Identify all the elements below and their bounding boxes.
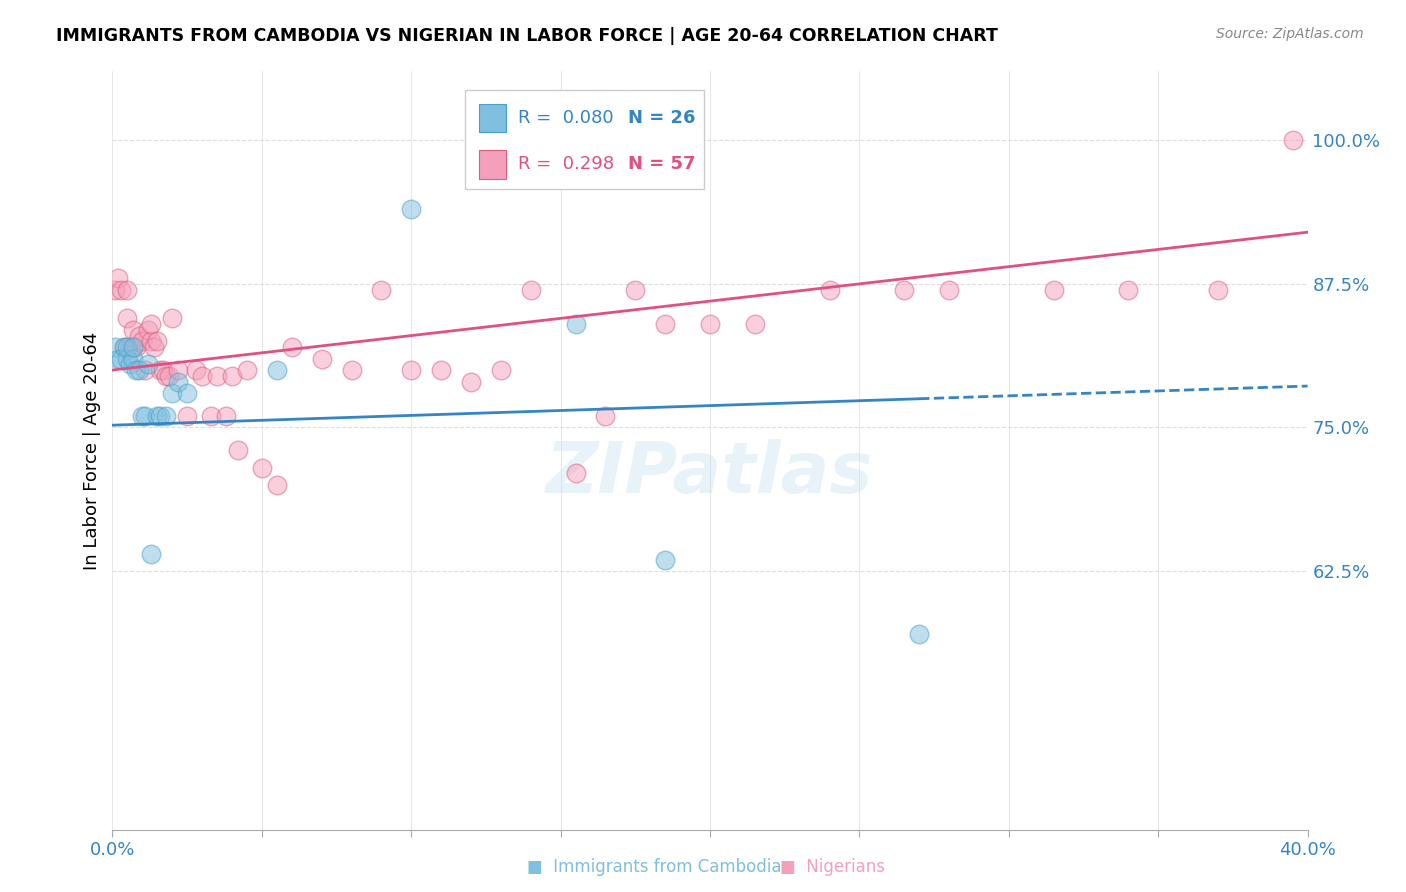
Point <box>221 368 243 383</box>
Point <box>157 368 180 383</box>
Point <box>176 409 198 423</box>
Bar <box>479 103 506 132</box>
Point <box>176 386 198 401</box>
Bar <box>479 150 506 178</box>
Point <box>401 363 423 377</box>
Point <box>266 363 288 377</box>
Point <box>818 283 841 297</box>
Point <box>893 283 915 297</box>
Point <box>128 363 150 377</box>
Text: R =  0.080: R = 0.080 <box>517 109 613 127</box>
Point <box>146 334 169 349</box>
Point <box>155 409 177 423</box>
Point <box>654 552 676 566</box>
Point <box>141 547 163 561</box>
Point <box>564 317 586 331</box>
Point <box>489 363 512 377</box>
Point <box>215 409 238 423</box>
Point <box>205 368 228 383</box>
Point <box>226 443 249 458</box>
Point <box>141 317 163 331</box>
Text: IMMIGRANTS FROM CAMBODIA VS NIGERIAN IN LABOR FORCE | AGE 20-64 CORRELATION CHAR: IMMIGRANTS FROM CAMBODIA VS NIGERIAN IN … <box>56 27 998 45</box>
Point <box>138 357 160 371</box>
Point <box>141 334 163 349</box>
Point <box>110 351 132 366</box>
Point <box>138 323 160 337</box>
Point <box>134 363 156 377</box>
Text: N = 57: N = 57 <box>627 155 695 173</box>
Point <box>149 363 172 377</box>
Point <box>134 409 156 423</box>
Point <box>311 351 333 366</box>
Point <box>520 283 543 297</box>
Point <box>191 368 214 383</box>
Point <box>167 363 190 377</box>
Point <box>250 460 273 475</box>
Point <box>128 328 150 343</box>
Point <box>110 283 132 297</box>
Point <box>125 340 148 354</box>
Point <box>401 202 423 217</box>
Text: ZIPatlas: ZIPatlas <box>547 439 873 508</box>
Point <box>155 368 177 383</box>
Point <box>131 409 153 423</box>
Point <box>114 340 135 354</box>
Point <box>146 409 169 423</box>
Point <box>120 357 142 371</box>
Point <box>117 351 139 366</box>
Point <box>162 386 183 401</box>
Text: ■  Nigerians: ■ Nigerians <box>780 858 886 876</box>
Point <box>1206 283 1229 297</box>
Text: ■  Immigrants from Cambodia: ■ Immigrants from Cambodia <box>527 858 782 876</box>
Y-axis label: In Labor Force | Age 20-64: In Labor Force | Age 20-64 <box>83 331 101 570</box>
Point <box>104 283 127 297</box>
Point <box>1281 133 1303 147</box>
Point <box>104 340 127 354</box>
Point <box>744 317 766 331</box>
Point <box>143 340 166 354</box>
Point <box>460 375 482 389</box>
Point <box>122 340 145 354</box>
Point <box>120 340 142 354</box>
Point <box>1118 283 1140 297</box>
Point <box>152 363 174 377</box>
Point <box>107 351 129 366</box>
Text: Source: ZipAtlas.com: Source: ZipAtlas.com <box>1216 27 1364 41</box>
Point <box>624 283 647 297</box>
FancyBboxPatch shape <box>465 90 704 189</box>
Point <box>117 311 139 326</box>
Point <box>149 409 172 423</box>
Point <box>908 627 931 641</box>
Point <box>117 340 139 354</box>
Point <box>370 283 392 297</box>
Point <box>122 323 145 337</box>
Text: N = 26: N = 26 <box>627 109 695 127</box>
Point <box>167 375 190 389</box>
Point <box>107 271 129 285</box>
Point <box>131 334 153 349</box>
Point <box>1042 283 1064 297</box>
Point <box>281 340 304 354</box>
Text: R =  0.298: R = 0.298 <box>517 155 614 173</box>
Point <box>200 409 222 423</box>
Point <box>117 283 139 297</box>
Point <box>266 478 288 492</box>
Point <box>654 317 676 331</box>
Point <box>114 340 135 354</box>
Point <box>236 363 259 377</box>
Point <box>125 363 148 377</box>
Point <box>340 363 363 377</box>
Point <box>699 317 721 331</box>
Point <box>938 283 960 297</box>
Point <box>564 467 586 481</box>
Point <box>186 363 208 377</box>
Point <box>162 311 183 326</box>
Point <box>595 409 617 423</box>
Point <box>122 340 145 354</box>
Point <box>122 351 145 366</box>
Point <box>430 363 453 377</box>
